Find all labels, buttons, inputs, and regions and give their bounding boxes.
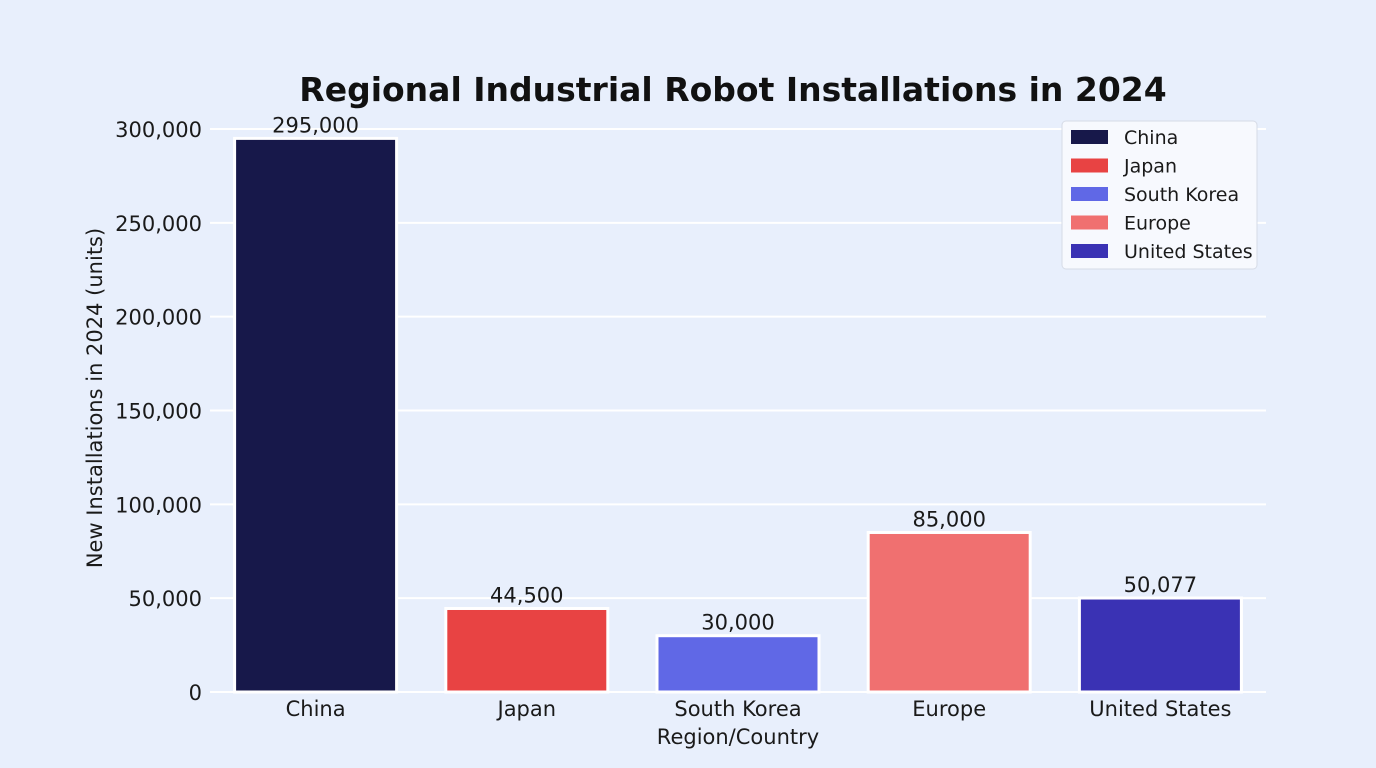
x-tick-label: South Korea bbox=[674, 697, 801, 721]
x-axis-ticks: China Japan South Korea Europe United States bbox=[286, 697, 1232, 721]
x-tick-label: United States bbox=[1089, 697, 1231, 721]
legend-label: Europe bbox=[1124, 213, 1191, 235]
bar-united-states bbox=[1077, 596, 1243, 694]
y-tick-label: 50,000 bbox=[129, 587, 202, 611]
data-label: 85,000 bbox=[912, 507, 985, 531]
legend-swatch bbox=[1071, 158, 1108, 173]
legend-label: Japan bbox=[1123, 156, 1177, 178]
data-label: 44,500 bbox=[490, 583, 563, 607]
bar-south-korea bbox=[655, 634, 821, 694]
y-axis-ticks: 0 50,000 100,000 150,000 200,000 250,000 300,0… bbox=[115, 118, 202, 705]
y-tick-label: 150,000 bbox=[115, 400, 202, 424]
legend-swatch bbox=[1071, 130, 1108, 144]
legend: China Japan South Korea Europe United States bbox=[1061, 120, 1258, 270]
x-tick-label: Japan bbox=[496, 697, 557, 721]
data-label: 30,000 bbox=[701, 611, 774, 635]
y-tick-label: 0 bbox=[189, 681, 202, 705]
x-tick-label: Europe bbox=[912, 697, 986, 721]
data-label: 50,077 bbox=[1124, 573, 1197, 597]
y-tick-label: 300,000 bbox=[115, 118, 202, 142]
legend-label: United States bbox=[1124, 241, 1253, 263]
legend-swatch bbox=[1071, 215, 1108, 230]
legend-label: China bbox=[1124, 127, 1178, 149]
y-axis-label: New Installations in 2024 (units) bbox=[83, 228, 107, 568]
x-axis-label: Region/Country bbox=[657, 725, 819, 749]
y-tick-label: 100,000 bbox=[115, 493, 202, 517]
legend-swatch bbox=[1071, 187, 1108, 201]
legend-label: South Korea bbox=[1124, 184, 1239, 206]
bar-japan bbox=[444, 606, 610, 694]
y-tick-label: 250,000 bbox=[115, 212, 202, 236]
data-labels: 295,000 44,500 30,000 85,000 50,077 bbox=[272, 113, 1197, 634]
bar-europe bbox=[866, 530, 1032, 694]
x-tick-label: China bbox=[286, 697, 346, 721]
bar-china bbox=[233, 136, 399, 694]
legend-swatch bbox=[1071, 244, 1108, 258]
bars bbox=[233, 136, 1243, 694]
chart-title: Regional Industrial Robot Installations … bbox=[299, 70, 1166, 109]
data-label: 295,000 bbox=[272, 113, 359, 137]
y-tick-label: 200,000 bbox=[115, 306, 202, 330]
legend-box bbox=[1061, 120, 1258, 270]
